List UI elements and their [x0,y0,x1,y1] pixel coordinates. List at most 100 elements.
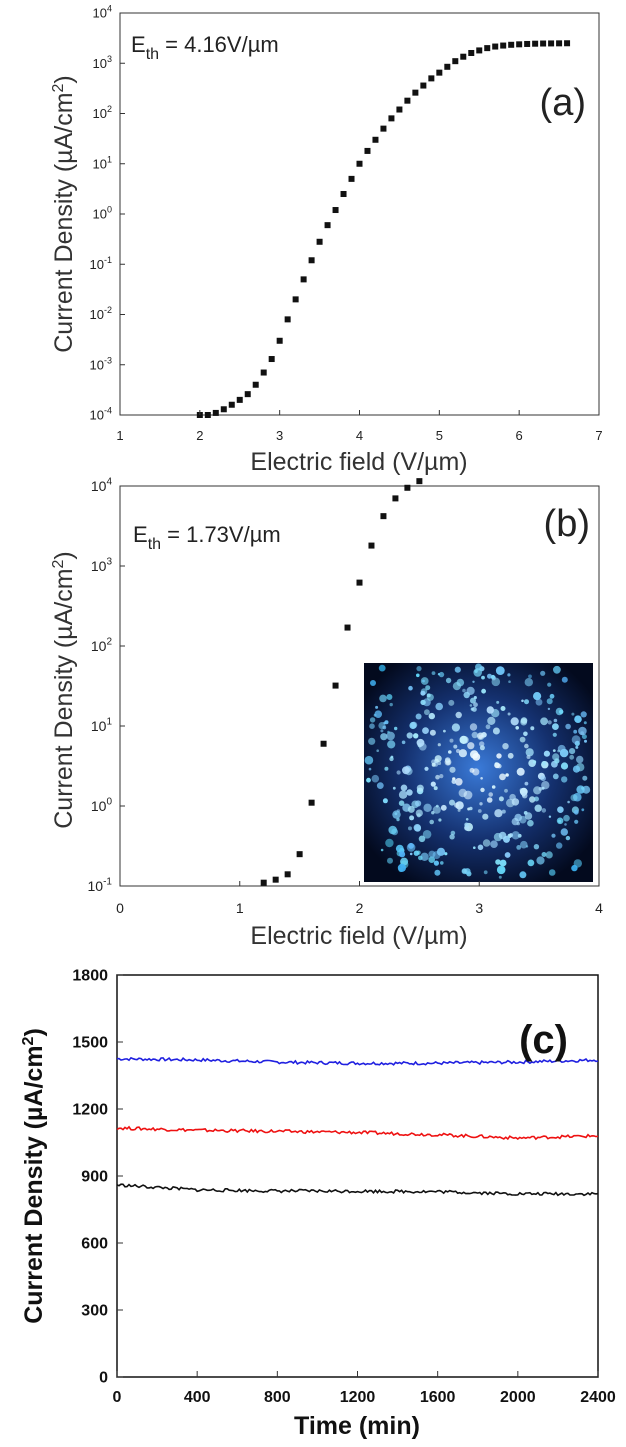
inset-light-spot [502,743,509,750]
inset-light-spot [556,842,563,849]
inset-light-spot [541,786,545,790]
panel-a-data-point [452,58,459,65]
inset-light-spot [436,847,446,856]
inset-light-spot [385,838,394,848]
panel-a-data-point [220,406,227,413]
inset-light-spot [378,664,386,672]
panel-b-data-point [332,682,339,689]
panel-b: 0 1 2 3 4 10-1 100 101 102 103 104 Eth = 1.73V/µm… [50,477,603,950]
inset-light-spot [380,848,384,852]
inset-light-spot [528,674,532,679]
inset-light-spot [559,748,569,758]
inset-light-spot [431,811,435,815]
panel-a-ytick-label: 101 [93,154,112,171]
panel-a-data-point [564,40,571,47]
panel-c-ytick-label: 600 [81,1236,108,1253]
panel-a-yticks: 10-4 10-3 10-2 10-1 100 101 102 103 104 [90,4,125,423]
inset-light-spot [376,749,380,752]
panel-a-data-point [444,63,451,70]
inset-light-spot [507,752,514,759]
panel-a-data-point [556,40,563,47]
panel-c-yticks: 0 300 600 900 1200 1500 1800 [72,968,123,1387]
inset-light-spot [521,699,524,703]
inset-light-spot [551,833,556,838]
inset-light-spot [479,745,485,751]
inset-light-spot [445,758,449,762]
inset-light-spot [481,675,485,680]
inset-light-spot [422,727,429,734]
inset-light-spot [538,787,543,791]
inset-light-spot [430,781,436,787]
panel-a-xtick-label: 2 [196,428,203,443]
inset-light-spot [386,731,395,741]
inset-light-spot [520,840,528,849]
inset-light-spot [371,774,380,783]
inset-light-spot [561,776,568,783]
panel-c-ylabel: Current Density (µA/cm2) [20,1028,48,1324]
panel-a-data-point [324,222,331,229]
inset-light-spot [552,723,559,730]
panel-a-data-point [508,41,515,48]
panel-a-data-point [236,396,243,403]
inset-light-spot [368,737,376,745]
panel-b-data-point [260,879,267,886]
panel-b-xtick-label: 0 [116,900,124,916]
inset-light-spot [409,852,413,856]
inset-light-spot [495,859,501,865]
series-blue-line [116,1056,599,1066]
panel-b-data-point [356,579,363,586]
inset-light-spot [527,859,535,867]
inset-light-spot [570,794,578,802]
inset-light-spot [498,875,502,879]
panel-b-ylabel: Current Density (µA/cm2) [50,551,78,829]
inset-light-spot [376,782,384,789]
inset-light-spot [524,699,529,705]
inset-light-spot [530,726,535,731]
inset-light-spot [415,713,422,720]
panel-b-data-point [392,495,399,502]
inset-light-spot [477,732,484,740]
series-red-line [116,1125,599,1141]
panel-a-data-point [388,115,395,122]
inset-light-spot [429,819,435,825]
panel-b-xlabel: Electric field (V/µm) [250,922,467,950]
inset-light-spot [535,698,543,706]
panel-a-data-point [524,40,531,47]
panel-b-xtick-label: 3 [475,900,483,916]
inset-light-spot [504,788,508,793]
inset-light-spot [557,806,564,813]
inset-light-spot [424,766,429,771]
inset-light-spot [467,742,475,750]
panel-a-ytick-label: 103 [93,54,112,71]
inset-light-spot [580,711,587,718]
inset-light-spot [545,851,553,859]
inset-light-spot [548,815,552,818]
panel-a-xtick-label: 4 [356,428,363,443]
panel-b-data-point [368,542,375,549]
inset-light-spot [431,671,436,675]
panel-a-data-point [420,82,427,89]
inset-light-spot [413,733,419,739]
inset-light-spot [576,755,584,764]
inset-light-spot [583,721,587,725]
inset-light-spot [370,680,376,686]
panel-a-xtick-label: 7 [595,428,602,443]
inset-light-spot [453,802,460,808]
inset-light-spot [455,778,463,786]
inset-light-spot [520,717,528,724]
inset-light-spot [487,673,492,679]
inset-light-spot [547,720,552,725]
panel-a-ylabel: Current Density (µA/cm2) [50,75,78,353]
panel-b-ytick-label: 104 [91,477,113,494]
panel-c-xtick-label: 1600 [420,1389,456,1406]
inset-light-spot [464,822,469,827]
inset-light-spot [428,712,435,720]
inset-light-spot [470,697,476,704]
inset-light-spot [382,798,388,804]
inset-light-spot [418,835,426,843]
inset-light-spot [540,775,546,782]
panel-a-data-point [276,337,283,344]
inset-light-spot [429,729,436,736]
inset-light-spot [432,805,441,814]
panel-b-data-point [284,871,291,878]
